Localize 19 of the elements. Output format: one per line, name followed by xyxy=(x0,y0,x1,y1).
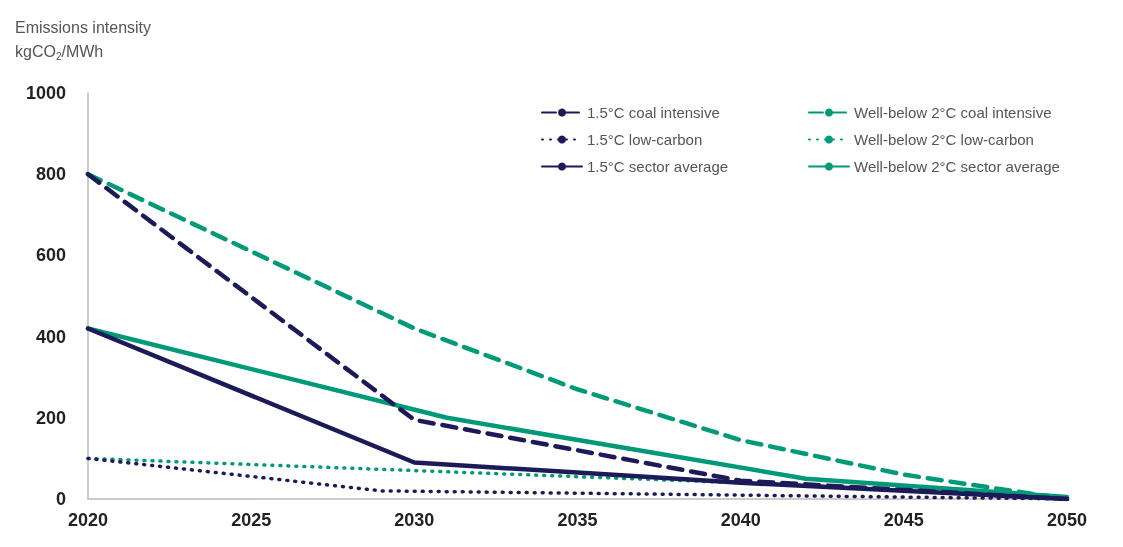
x-tick-label: 2020 xyxy=(67,510,109,530)
x-tick-label: 2030 xyxy=(394,510,435,530)
y-tick-label: 1000 xyxy=(25,83,66,103)
y-tick-label: 600 xyxy=(35,245,66,266)
x-tick-label: 2035 xyxy=(557,510,598,530)
y-tick-label: 0 xyxy=(55,489,66,509)
legend-label: 1.5°C coal intensive xyxy=(587,104,720,121)
legend-label: 1.5°C sector average xyxy=(587,158,729,175)
legend-label: Well-below 2°C low-carbon xyxy=(854,131,1034,148)
y-tick-label: 400 xyxy=(35,326,66,347)
legend-label: Well-below 2°C sector average xyxy=(854,158,1060,175)
y-tick-label: 200 xyxy=(35,407,66,428)
x-tick-label: 2040 xyxy=(720,510,761,530)
legend-label: Well-below 2°C coal intensive xyxy=(854,104,1052,121)
x-tick-label: 2025 xyxy=(231,510,272,530)
legend-label: 1.5°C low-carbon xyxy=(587,131,703,148)
x-tick-label: 2045 xyxy=(883,510,924,530)
y-tick-label: 800 xyxy=(35,164,66,185)
x-tick-label: 2050 xyxy=(1046,510,1088,530)
